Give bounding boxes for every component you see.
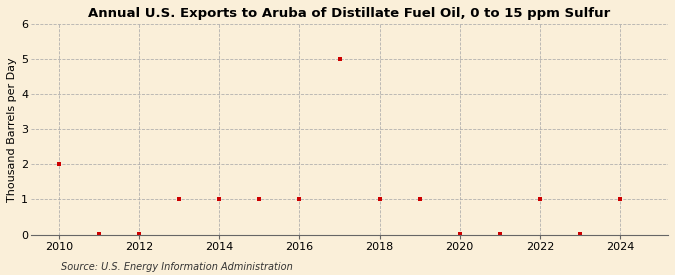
- Text: Source: U.S. Energy Information Administration: Source: U.S. Energy Information Administ…: [61, 262, 292, 272]
- Title: Annual U.S. Exports to Aruba of Distillate Fuel Oil, 0 to 15 ppm Sulfur: Annual U.S. Exports to Aruba of Distilla…: [88, 7, 611, 20]
- Y-axis label: Thousand Barrels per Day: Thousand Barrels per Day: [7, 57, 17, 202]
